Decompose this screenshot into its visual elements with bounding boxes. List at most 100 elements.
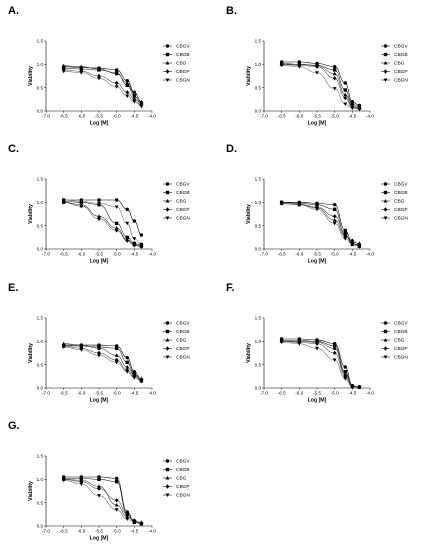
- data-point-cbgn: [61, 198, 66, 203]
- x-tick-label: -6.5: [278, 391, 286, 396]
- x-tick-label: -7.0: [42, 391, 50, 396]
- series-line-cbgn: [281, 203, 360, 247]
- legend-label-cbg: CBG: [176, 476, 187, 482]
- data-point-cbgn: [139, 104, 144, 109]
- y-axis-title: Viability: [28, 481, 34, 501]
- x-axis-title: Log [M]: [308, 121, 327, 127]
- legend-marker-cbgv: [383, 321, 388, 325]
- legend-label-cbgp: CBGP: [394, 346, 408, 352]
- data-point-cbgv: [139, 233, 144, 237]
- data-point-cbgn: [315, 207, 319, 212]
- legend-marker-cbg: [165, 475, 170, 480]
- x-tick-label: -7.0: [42, 252, 50, 257]
- data-point-cbgn: [357, 107, 362, 112]
- legend-marker-cbgp: [165, 346, 170, 351]
- data-point-cbg: [97, 214, 101, 218]
- data-point-cbgp: [343, 230, 348, 235]
- legend-marker-cbgb: [383, 52, 388, 57]
- legend-label-cbg: CBG: [394, 338, 405, 344]
- y-tick-label: 0.0: [37, 247, 44, 252]
- legend-label-cbgv: CBGV: [176, 459, 190, 465]
- data-point-cbgp: [332, 76, 337, 81]
- data-point-cbgn: [139, 522, 144, 526]
- legend-label-cbg: CBG: [394, 61, 405, 67]
- x-tick-label: -4.5: [130, 529, 138, 534]
- data-point-cbgn: [79, 71, 84, 75]
- x-tick-label: -7.0: [42, 529, 50, 534]
- data-point-cbgn: [125, 94, 130, 99]
- x-tick-label: -5.0: [331, 114, 339, 119]
- legend-marker-cbgv: [165, 459, 170, 463]
- chart-panel-4: D. 0.0 0.5 1.0 1.5 -7.0 -6.5 -6.0 -5.5 -5.0 -4.5 -4…: [226, 143, 408, 265]
- x-tick-label: -6.5: [278, 252, 286, 257]
- data-point-cbgn: [61, 345, 66, 349]
- x-tick-label: -6.5: [60, 529, 68, 534]
- x-tick-label: -6.5: [60, 391, 68, 396]
- x-axis-title: Log [M]: [90, 121, 109, 127]
- data-point-cbgp: [114, 228, 119, 233]
- data-point-cbgn: [125, 370, 130, 374]
- legend-label-cbg: CBG: [176, 199, 187, 205]
- legend-marker-cbgn: [165, 216, 170, 221]
- data-point-cbg: [343, 233, 348, 238]
- y-tick-label: 0.0: [37, 386, 44, 391]
- legend-label-cbgn: CBGN: [176, 493, 190, 499]
- legend-label-cbgp: CBGP: [394, 207, 408, 213]
- data-point-cbgn: [315, 346, 319, 351]
- data-point-cbgb: [343, 369, 347, 374]
- data-point-cbgn: [332, 87, 337, 91]
- chart-panel-3: C. 0.0 0.5 1.0 1.5 -7.0 -6.5 -6.0 -5.5 -5.0 -4.5 -4…: [8, 143, 190, 265]
- y-tick-label: 1.5: [255, 177, 262, 182]
- data-point-cbgb: [114, 346, 119, 351]
- legend-label-cbgv: CBGV: [176, 44, 190, 50]
- x-tick-label: -6.5: [278, 114, 286, 119]
- x-tick-label: -5.0: [331, 391, 339, 396]
- data-point-cbgn: [97, 494, 101, 498]
- data-point-cbgn: [315, 71, 319, 75]
- legend-label-cbgv: CBGV: [394, 321, 408, 327]
- x-tick-label: -6.5: [60, 114, 68, 119]
- legend-marker-cbgv: [165, 182, 170, 186]
- legend-label-cbgb: CBGB: [176, 52, 190, 58]
- x-tick-label: -6.0: [77, 529, 85, 534]
- x-tick-label: -5.0: [113, 391, 121, 396]
- legend-marker-cbgv: [165, 321, 170, 325]
- x-tick-label: -7.0: [260, 114, 268, 119]
- y-tick-label: 0.5: [255, 223, 262, 228]
- data-point-cbgv: [343, 365, 347, 369]
- x-tick-label: -5.5: [313, 114, 321, 119]
- series-line-cbgp: [281, 202, 360, 245]
- legend-label-cbgb: CBGB: [176, 190, 190, 196]
- y-tick-label: 1.0: [255, 339, 262, 344]
- y-tick-label: 1.0: [255, 62, 262, 67]
- data-point-cbgv: [343, 81, 347, 85]
- y-tick-label: 0.5: [37, 223, 44, 228]
- legend-label-cbgn: CBGN: [176, 355, 190, 361]
- data-point-cbgn: [125, 517, 130, 522]
- x-tick-label: -5.5: [95, 391, 103, 396]
- x-tick-label: -6.0: [77, 252, 85, 257]
- x-tick-label: -4.0: [148, 529, 156, 534]
- series-line-cbgp: [281, 64, 360, 109]
- data-point-cbgb: [125, 235, 129, 240]
- legend-marker-cbgp: [165, 484, 170, 489]
- legend-marker-cbg: [165, 198, 170, 203]
- x-tick-label: -6.0: [77, 114, 85, 119]
- data-point-cbgp: [132, 97, 137, 102]
- x-tick-label: -5.5: [95, 529, 103, 534]
- series-line-cbg: [281, 202, 360, 244]
- series-line-cbgn: [63, 479, 142, 524]
- data-point-cbgb: [315, 202, 319, 207]
- data-point-cbg: [61, 341, 66, 346]
- data-point-cbgp: [114, 498, 119, 503]
- legend-label-cbg: CBG: [176, 61, 187, 67]
- y-axis-title: Viability: [246, 66, 252, 86]
- data-point-cbgv: [97, 198, 101, 202]
- data-point-cbgb: [79, 67, 84, 71]
- series-line-cbgv: [281, 338, 360, 388]
- x-tick-label: -6.0: [295, 114, 303, 119]
- data-point-cbgb: [114, 479, 119, 484]
- x-axis-title: Log [M]: [90, 259, 109, 265]
- data-point-cbgb: [332, 344, 337, 348]
